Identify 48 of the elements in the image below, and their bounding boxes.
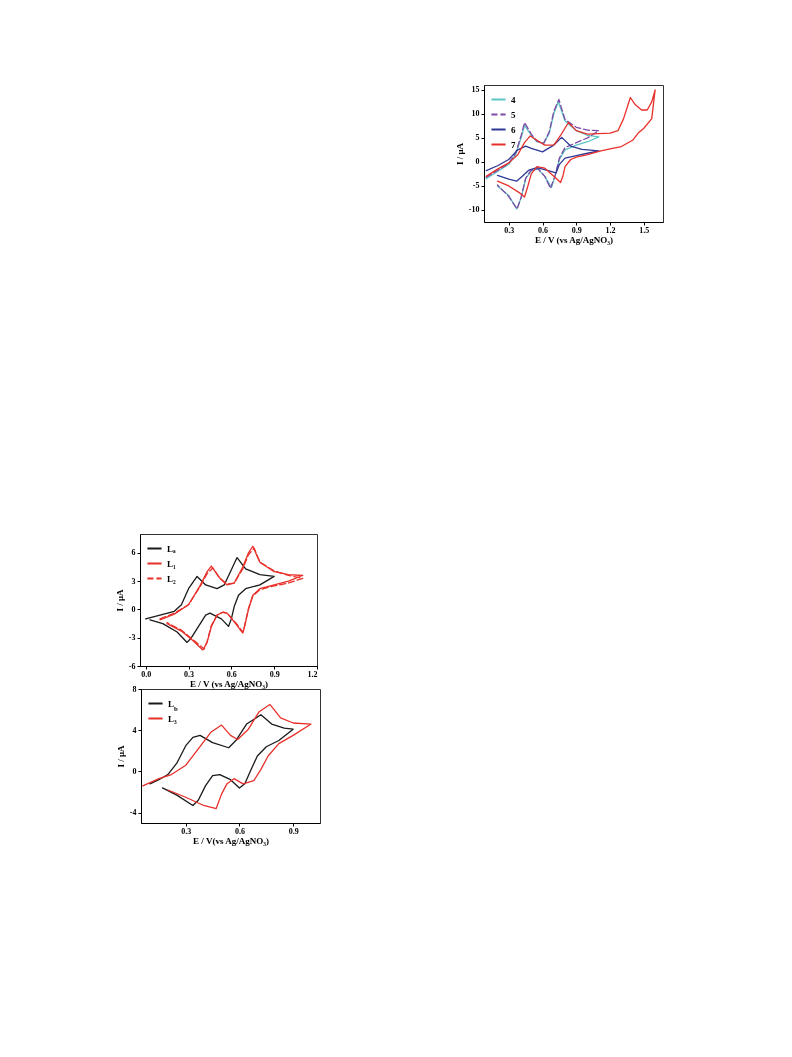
x-axis-title: E / V (vs Ag/AgNO₃) [535, 234, 613, 245]
legend-label: L₁ [167, 558, 176, 569]
y-axis-title: I / μA [115, 744, 126, 768]
legend-label: Lₐ [167, 543, 176, 554]
y-tick-label: 10 [471, 109, 480, 119]
y-tick-label: 8 [132, 684, 137, 694]
y-tick-label: 0 [132, 766, 137, 776]
x-tick-label: 0.0 [141, 669, 152, 679]
x-tick-label: 0.6 [226, 669, 237, 679]
x-tick-label: 0.6 [234, 826, 245, 836]
x-tick-label: 0.3 [184, 669, 195, 679]
line-series [142, 703, 312, 810]
line-series [149, 714, 294, 807]
legend-label: L$_{b}$ [168, 698, 179, 711]
y-tick-label: 5 [475, 133, 480, 143]
y-axis-title: I / μA [114, 588, 125, 612]
y-tick-label: 0 [131, 604, 136, 614]
legend-label: 4 [511, 94, 516, 105]
legend-label: 6 [511, 124, 516, 135]
y-tick-label: 0 [475, 157, 480, 167]
legend-label: 5 [511, 109, 516, 120]
y-tick-label: 15 [471, 85, 480, 95]
x-tick-label: 1.5 [639, 225, 650, 235]
line-series [145, 556, 275, 644]
y-tick-label: 3 [131, 576, 136, 586]
legend-label: L₃ [168, 713, 177, 724]
y-tick-label: 6 [131, 548, 136, 558]
y-axis-title: I / μA [454, 142, 465, 166]
x-tick-label: 0.9 [288, 826, 299, 836]
y-tick-label: -3 [128, 633, 136, 643]
x-tick-label: 0.6 [538, 225, 549, 235]
x-tick-label: 0.9 [571, 225, 582, 235]
legend-label: 7 [511, 139, 516, 150]
line-series [485, 89, 656, 198]
x-tick-label: 0.3 [181, 826, 192, 836]
y-tick-label: -5 [472, 181, 480, 191]
legend-label: L₂ [167, 573, 176, 584]
x-tick-label: 0.3 [504, 225, 515, 235]
x-tick-label: 1.2 [605, 225, 616, 235]
y-tick-label: -10 [468, 205, 480, 215]
x-tick-label: 1.2 [307, 669, 318, 679]
y-tick-label: 4 [132, 725, 137, 735]
x-tick-label: 0.9 [269, 669, 280, 679]
line-series [485, 136, 600, 182]
y-tick-label: -4 [129, 808, 137, 818]
x-axis-title: E / V (vs Ag/AgNO₃) [190, 678, 268, 689]
y-tick-label: -6 [128, 661, 136, 671]
x-axis-title: E / V(vs Ag/AgNO₃) [193, 835, 269, 846]
